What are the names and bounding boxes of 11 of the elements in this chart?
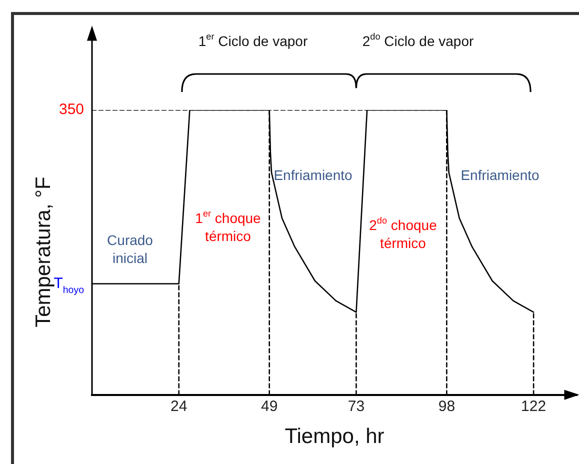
x-tick-label: 98 bbox=[438, 398, 456, 415]
x-tick-label: 49 bbox=[261, 398, 278, 415]
x-axis-title: Tiempo, hr bbox=[284, 425, 384, 448]
annotation: Curado inicial bbox=[107, 232, 154, 266]
x-tick-label: 24 bbox=[170, 398, 188, 415]
y-axis-title: Temperatura, °F bbox=[32, 176, 55, 328]
x-tick-label: 73 bbox=[348, 398, 365, 415]
annotation: 350 bbox=[58, 101, 84, 118]
x-tick-label: 122 bbox=[521, 398, 546, 415]
annotation: Enfriamiento bbox=[274, 166, 353, 183]
annotation: Enfriamiento bbox=[460, 166, 540, 183]
